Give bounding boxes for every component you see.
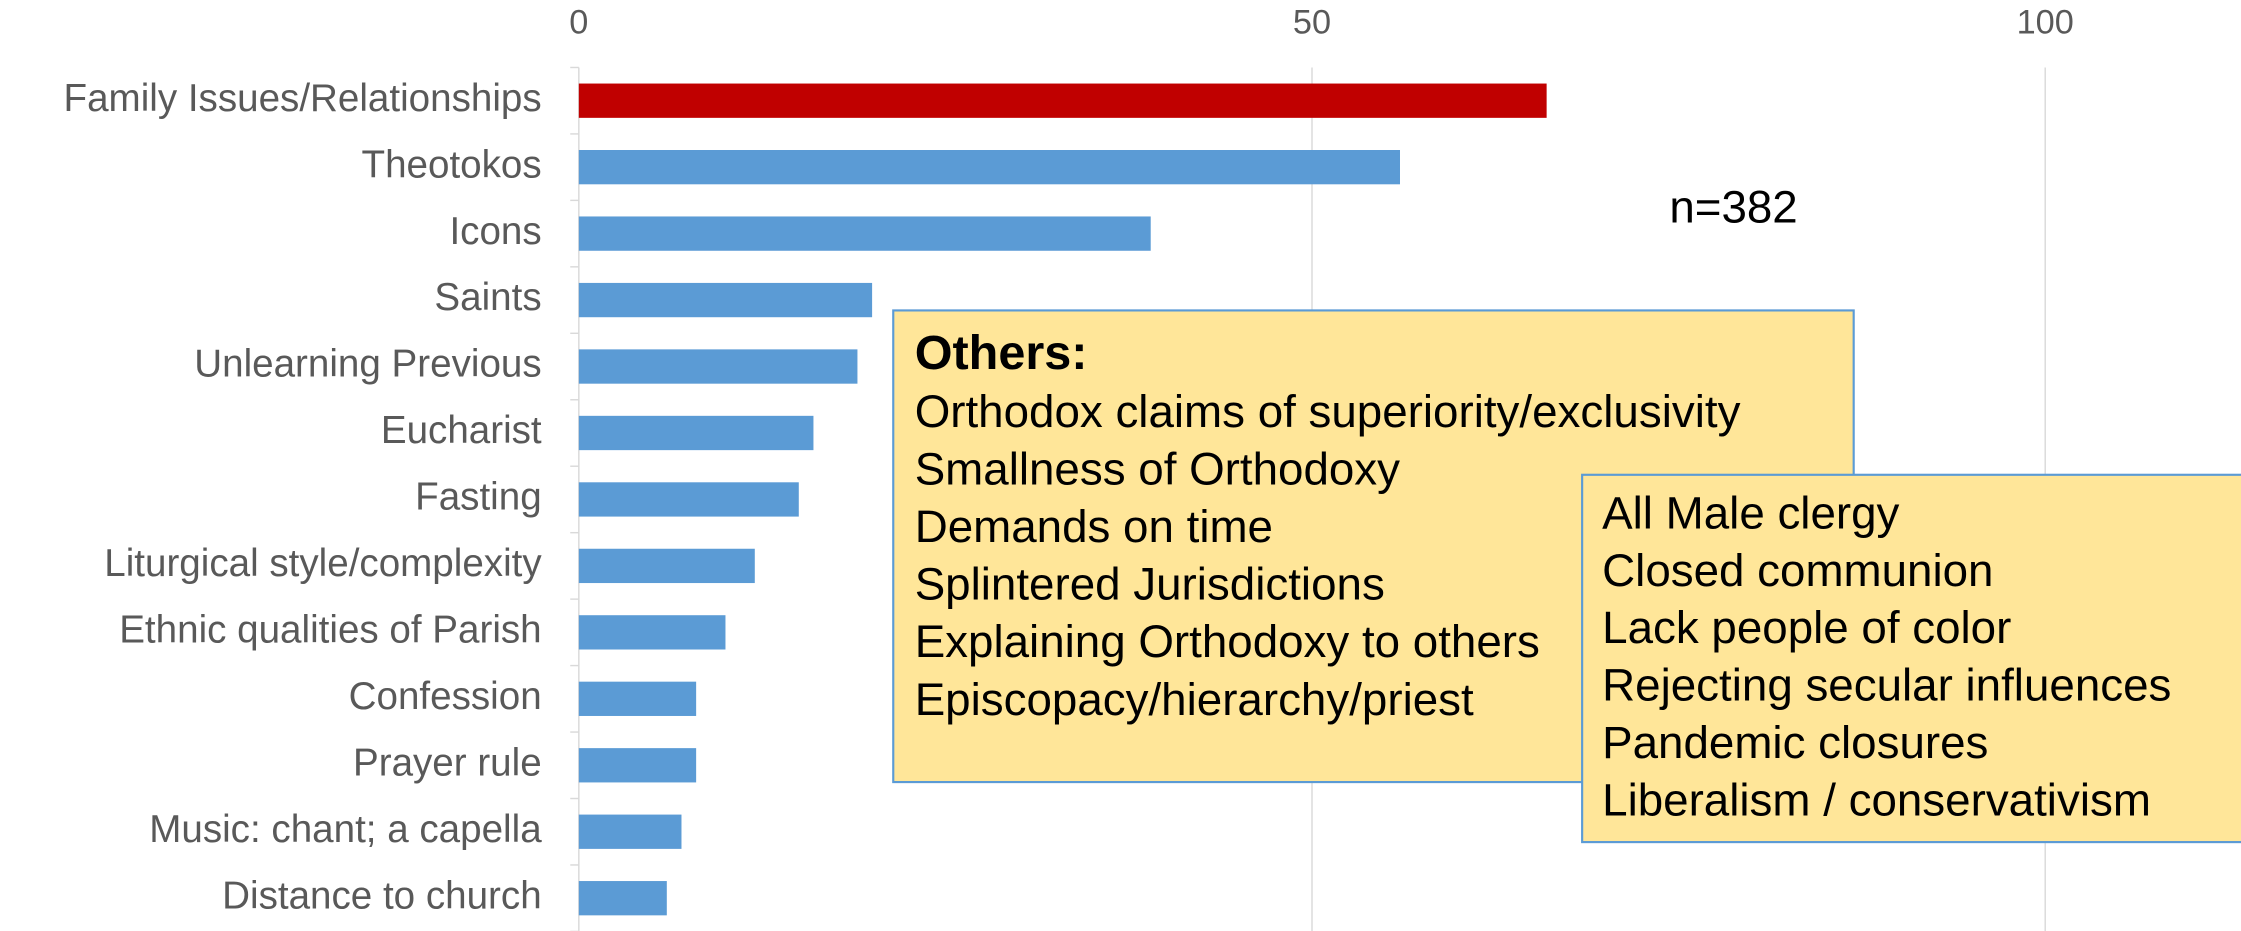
bar (578, 415, 814, 451)
bar (578, 282, 873, 318)
bar (578, 881, 667, 916)
bars (578, 83, 1547, 916)
y-tick-label: Distance to church (222, 874, 542, 917)
others-item: Closed communion (1602, 545, 1993, 596)
y-tick-label: Family Issues/Relationships (64, 77, 542, 120)
others-item: Explaining Orthodoxy to others (915, 616, 1540, 667)
y-tick-label: Eucharist (381, 409, 542, 452)
others-item: All Male clergy (1602, 487, 1899, 538)
sample-size: n=382 (1669, 181, 1797, 232)
bar (578, 83, 1547, 118)
y-tick-label: Saints (434, 276, 541, 319)
x-tick-label: 100 (2017, 4, 2074, 42)
others-item: Splintered Jurisdictions (915, 559, 1385, 610)
others-item: Episcopacy/hierarchy/priest (915, 674, 1474, 725)
y-tick-label: Liturgical style/complexity (104, 542, 542, 585)
x-tick-label: 0 (569, 4, 588, 42)
others-box-right: All Male clergy Closed communion Lack peop… (1581, 473, 2241, 844)
y-tick-label: Ethnic qualities of Parish (119, 609, 541, 652)
others-item: Lack people of color (1602, 602, 2011, 653)
y-tick-label: Fasting (415, 476, 542, 519)
others-item: Orthodox claims of superiority/exclusivi… (915, 386, 1741, 437)
bar (578, 548, 755, 584)
others-item: Rejecting secular influences (1602, 660, 2171, 711)
y-tick-label: Theotokos (362, 143, 542, 186)
y-tick-label: Confession (349, 675, 542, 718)
bar (578, 748, 697, 783)
others-item: Smallness of Orthodoxy (915, 443, 1400, 494)
y-tick-label: Prayer rule (353, 741, 542, 784)
bar (578, 814, 682, 849)
x-tick-label: 50 (1293, 4, 1331, 42)
y-tick-label: Icons (449, 210, 541, 253)
others-title: Others: (915, 326, 1088, 380)
bar (578, 216, 1151, 251)
bar (578, 615, 726, 650)
y-tick-label: Unlearning Previous (194, 343, 541, 386)
others-item: Pandemic closures (1602, 717, 1988, 768)
y-tick-label: Music: chant; a capella (149, 808, 542, 851)
others-item: Liberalism / conservativism (1602, 775, 2151, 826)
bar (578, 681, 697, 716)
bar (578, 482, 799, 517)
bar (578, 349, 858, 384)
others-box-right-bg (1581, 473, 2241, 844)
bar (578, 150, 1400, 185)
others-item: Demands on time (915, 501, 1273, 552)
